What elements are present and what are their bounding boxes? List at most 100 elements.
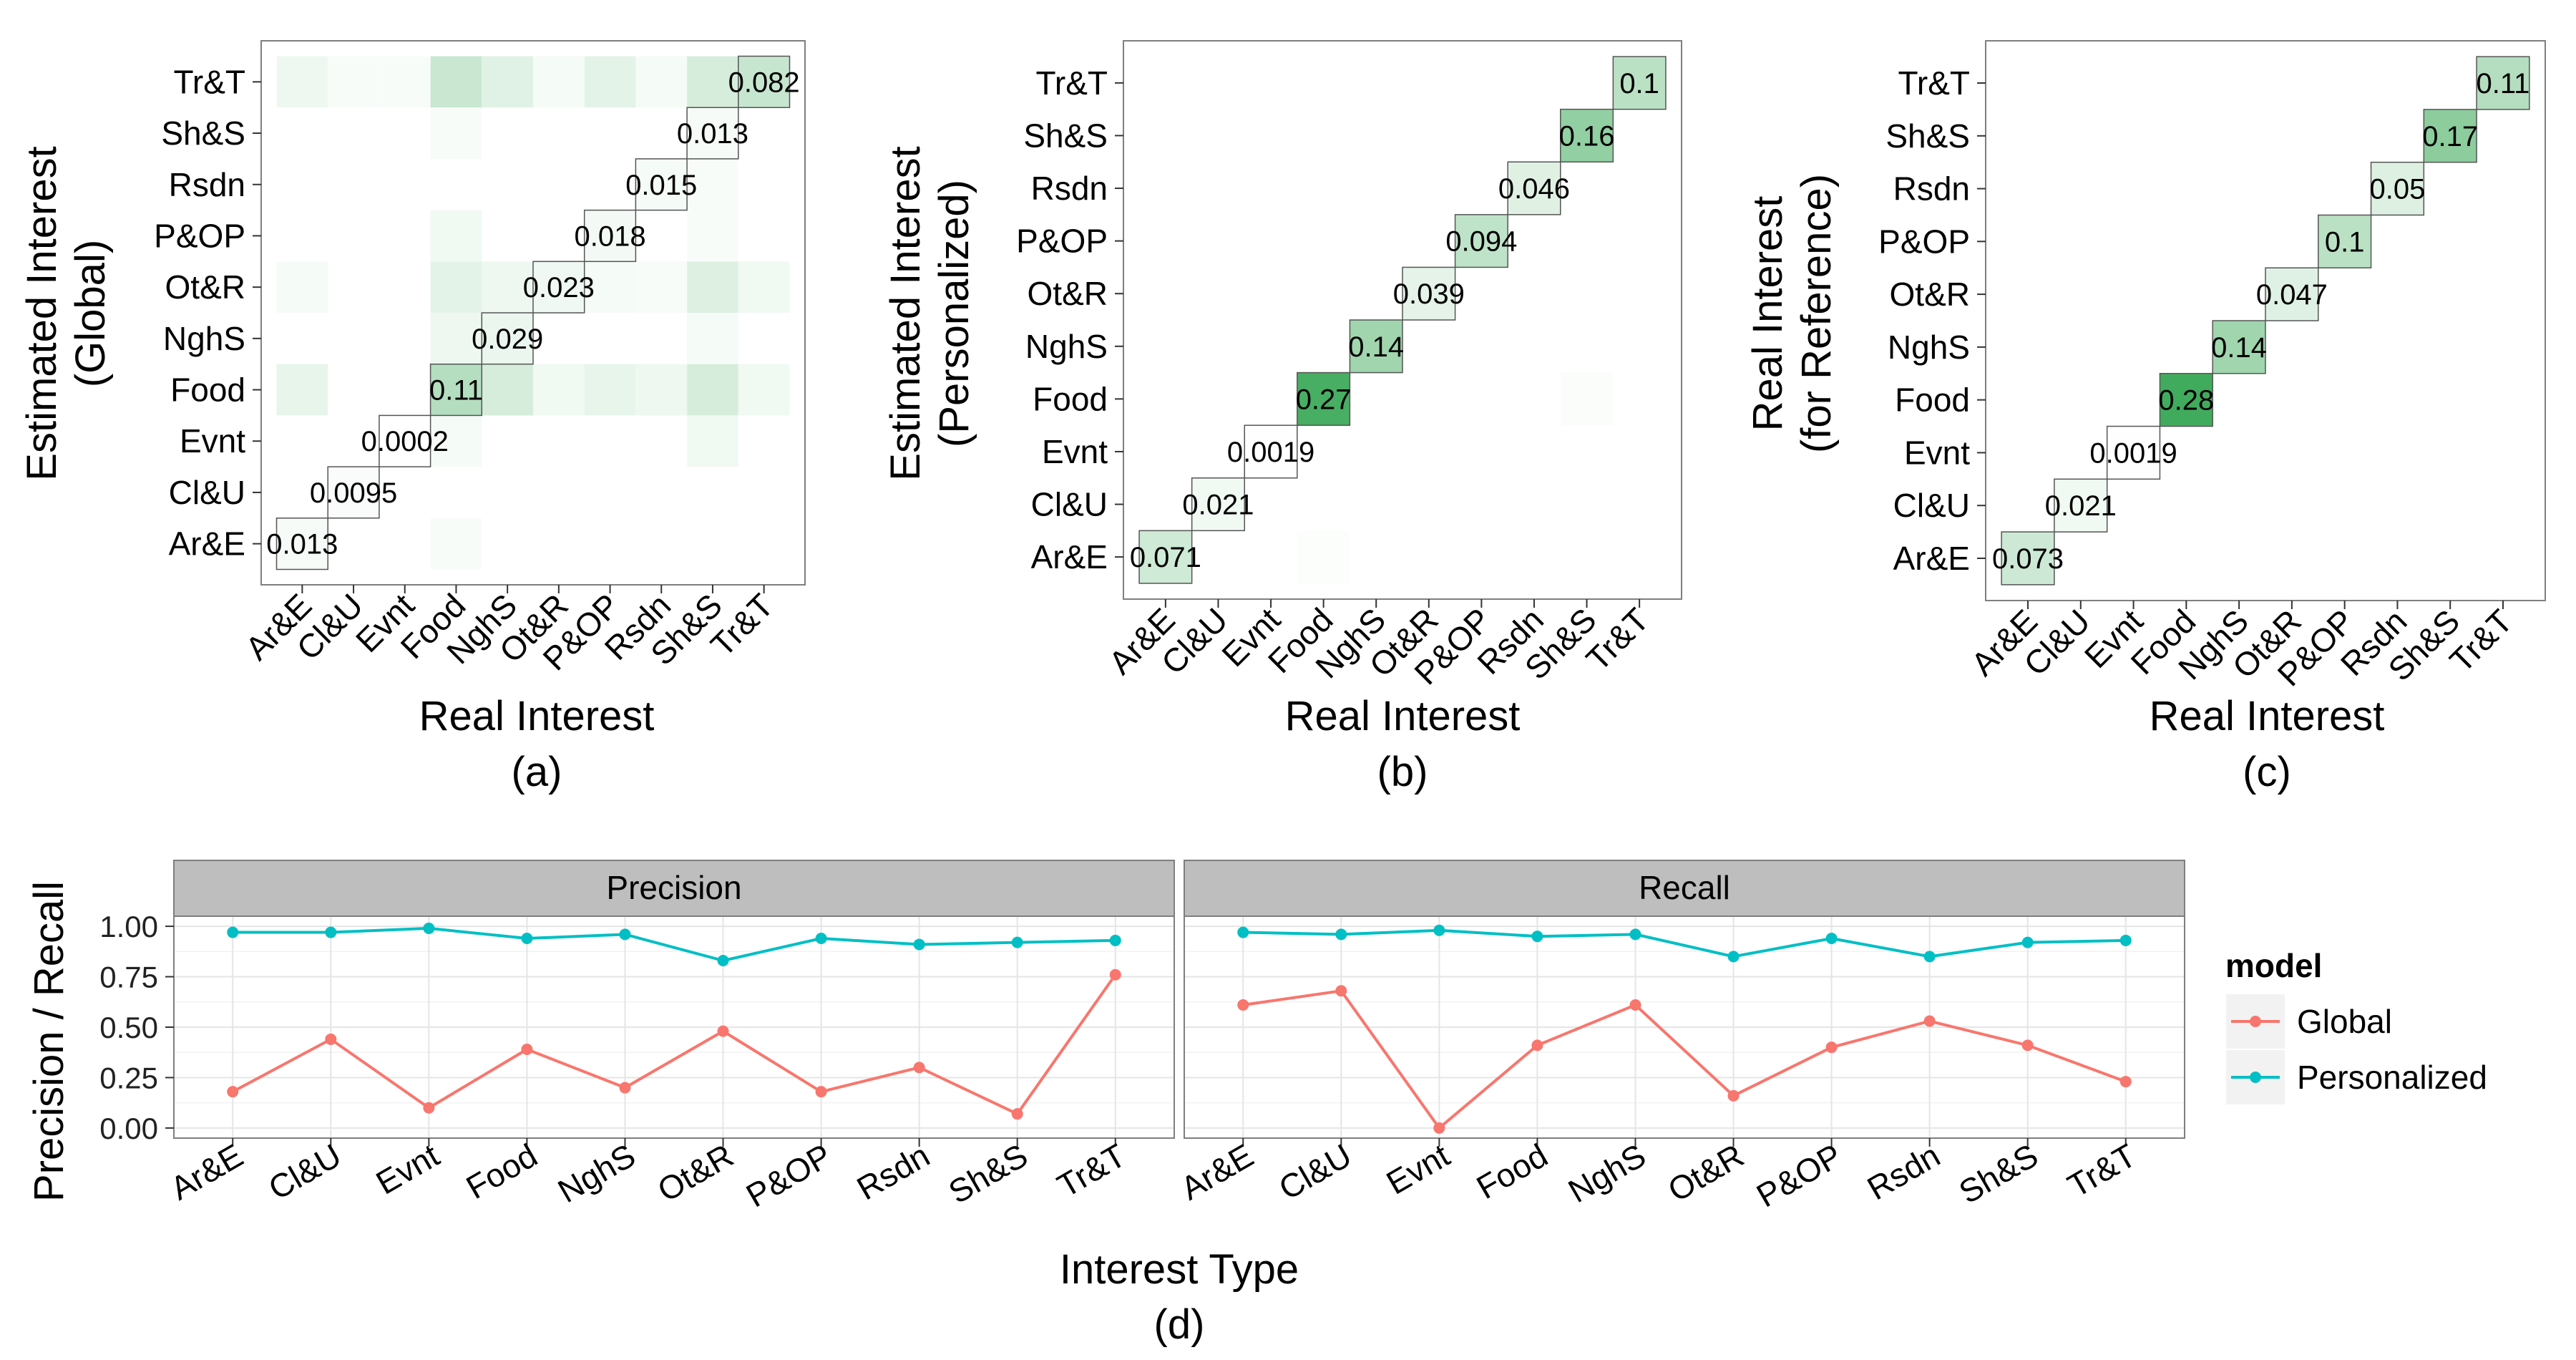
heatmap-b-cell-sh-s-food	[1560, 372, 1614, 426]
heatmap-a-cell-sh-s-tr-t	[687, 56, 738, 108]
heatmap-a-cell-sh-s	[686, 107, 739, 160]
heatmap-a-cell-p-op	[583, 209, 637, 263]
heatmap-a-cell-rsdn-tr-t	[635, 56, 688, 108]
heatmap-b-cell-sh-s	[1560, 108, 1614, 162]
panel-a-label: (a)	[512, 749, 562, 795]
heatmap-a-cell-cl-u-tr-t	[328, 56, 379, 108]
heatmap-a-cell-p-op-food	[584, 364, 636, 416]
heatmap-a-cell-food-tr-t	[430, 56, 482, 108]
heatmap-a-ytick-label: Ar&E	[169, 525, 245, 563]
heatmap-c-cell-tr-t	[2476, 56, 2530, 110]
heatmap-a-ytick-label: Ot&R	[165, 268, 245, 306]
data-point-global-nghs	[1629, 999, 1641, 1011]
heatmap-a-ylabel-line1: Estimated Interest	[19, 146, 65, 480]
legend-point-personalized	[2250, 1072, 2261, 1083]
data-point-global-nghs	[619, 1082, 631, 1094]
heatmap-a-cell-sh-s-p-op	[687, 210, 738, 262]
heatmap-c-ytick-label: P&OP	[1878, 223, 1970, 260]
heatmap-c-ytick-label: Cl&U	[1893, 487, 1970, 524]
heatmap-c-ytick-label: Food	[1895, 382, 1970, 419]
heatmap-a-cell-ot-r	[532, 261, 585, 314]
data-point-global-food	[521, 1044, 533, 1055]
heatmap-c-xlabel: Real Interest	[2150, 693, 2385, 739]
heatmap-a-cell-tr-t-food	[738, 364, 790, 416]
heatmap-b-border	[1123, 40, 1682, 600]
data-point-personalized-cl-u	[1335, 928, 1347, 941]
legend-title: model	[2225, 947, 2322, 984]
data-point-global-ot-r	[1727, 1089, 1740, 1102]
heatmap-b-cell-nghs	[1349, 319, 1403, 374]
heatmap-a-value-label: 0.015	[625, 170, 697, 201]
data-point-personalized-sh-s	[1011, 936, 1023, 948]
heatmap-b-ytick-label: NghS	[1025, 328, 1108, 365]
heatmap-c-cell-food	[2159, 373, 2213, 427]
line-ytick-label: 1.00	[99, 910, 158, 943]
data-point-global-evnt	[423, 1102, 435, 1114]
legend-point-global	[2250, 1016, 2261, 1027]
heatmap-a-cell-tr-t-ot-r	[738, 261, 790, 313]
data-point-global-ar-e	[227, 1086, 239, 1098]
facet-strip-recall	[1184, 860, 2185, 917]
heatmap-a-cell-food-ot-r	[430, 261, 482, 313]
heatmap-b-ytick-label: Food	[1033, 380, 1108, 417]
heatmap-a-ytick-label: Food	[170, 371, 245, 409]
heatmap-a-cell-nghs-tr-t	[482, 56, 533, 108]
data-point-global-ot-r	[717, 1025, 729, 1037]
data-point-personalized-food	[1531, 931, 1543, 943]
panel-d-label: (d)	[1154, 1301, 1205, 1348]
heatmap-c-ytick-label: Tr&T	[1898, 64, 1971, 102]
facet-strip-precision	[173, 860, 1175, 917]
heatmap-c-ytick-label: Sh&S	[1885, 117, 1970, 155]
heatmap-b-ytick-label: P&OP	[1016, 223, 1108, 260]
heatmap-a-cell-food-evnt	[430, 415, 482, 467]
heatmap-a-value-label: 0.018	[574, 220, 645, 252]
heatmap-b-cell-p-op	[1454, 214, 1508, 268]
heatmap-c-ylabel-line2: (for Reference)	[1793, 174, 1840, 453]
legend-label-personalized: Personalized	[2297, 1059, 2487, 1096]
heatmap-a-cell-nghs-food	[482, 364, 533, 416]
series-line-personalized-recall	[1243, 928, 2126, 958]
heatmap-c-ytick-label: Rsdn	[1893, 170, 1970, 208]
heatmap-b-value-label: 0.16	[1559, 120, 1615, 152]
heatmap-b-cell-ar-e	[1138, 530, 1193, 584]
heatmap-c-value-label: 0.05	[2370, 174, 2426, 205]
heatmap-b-cell-rsdn	[1507, 161, 1561, 215]
heatmap-b-cell-cl-u	[1191, 477, 1245, 532]
data-point-global-tr-t	[2119, 1076, 2132, 1088]
heatmap-a-ylabel-line2: (Global)	[67, 240, 114, 387]
heatmap-b-xlabel: Real Interest	[1285, 693, 1521, 739]
heatmap-c-cell-p-op	[2318, 214, 2372, 268]
heatmap-b-cell-food	[1297, 371, 1351, 426]
heatmap-b-cell-evnt	[1244, 424, 1298, 479]
heatmap-a-cell-rsdn-ot-r	[635, 261, 688, 313]
heatmap-b-cell-food-ar-e	[1297, 530, 1350, 583]
series-line-global-recall	[1242, 989, 2127, 1130]
heatmap-c-value-label: 0.11	[2477, 68, 2530, 99]
legend-label-global: Global	[2297, 1003, 2392, 1040]
heatmap-c-cell-evnt	[2106, 425, 2161, 480]
heatmap-b-value-label: 0.1	[1619, 68, 1659, 99]
heatmap-a-value-label: 0.0002	[361, 426, 449, 457]
heatmap-a-cell-rsdn-food	[635, 364, 688, 416]
heatmap-a-cell-tr-t	[738, 55, 791, 108]
heatmap-c-cell-cl-u	[2054, 478, 2108, 533]
heatmap-a-cell-evnt-tr-t	[379, 56, 431, 108]
heatmap-a-ytick-label: Sh&S	[161, 115, 245, 152]
heatmap-c-ylabel-line1: Real Interest	[1745, 196, 1791, 432]
line-ytick-label: 0.50	[99, 1011, 158, 1044]
heatmap-c-value-label: 0.17	[2422, 121, 2478, 152]
heatmap-a-cell-nghs-ot-r	[482, 261, 533, 313]
heatmap-c-ytick-label: NghS	[1888, 329, 1970, 366]
heatmap-a-value-label: 0.082	[728, 67, 800, 98]
data-point-global-rsdn	[1923, 1015, 1936, 1027]
heatmap-a-cell-evnt	[379, 414, 431, 467]
heatmap-a-cell-ar-e-ot-r	[276, 261, 328, 313]
heatmap-a-xlabel: Real Interest	[419, 693, 655, 739]
heatmap-a-value-label: 0.029	[472, 324, 543, 355]
heatmap-a-cell-sh-s-evnt	[687, 415, 738, 467]
heatmap-b-cell-ot-r	[1402, 266, 1456, 321]
data-point-personalized-evnt	[423, 922, 435, 934]
data-point-global-p-op	[1825, 1041, 1838, 1054]
data-point-personalized-ot-r	[717, 955, 729, 966]
